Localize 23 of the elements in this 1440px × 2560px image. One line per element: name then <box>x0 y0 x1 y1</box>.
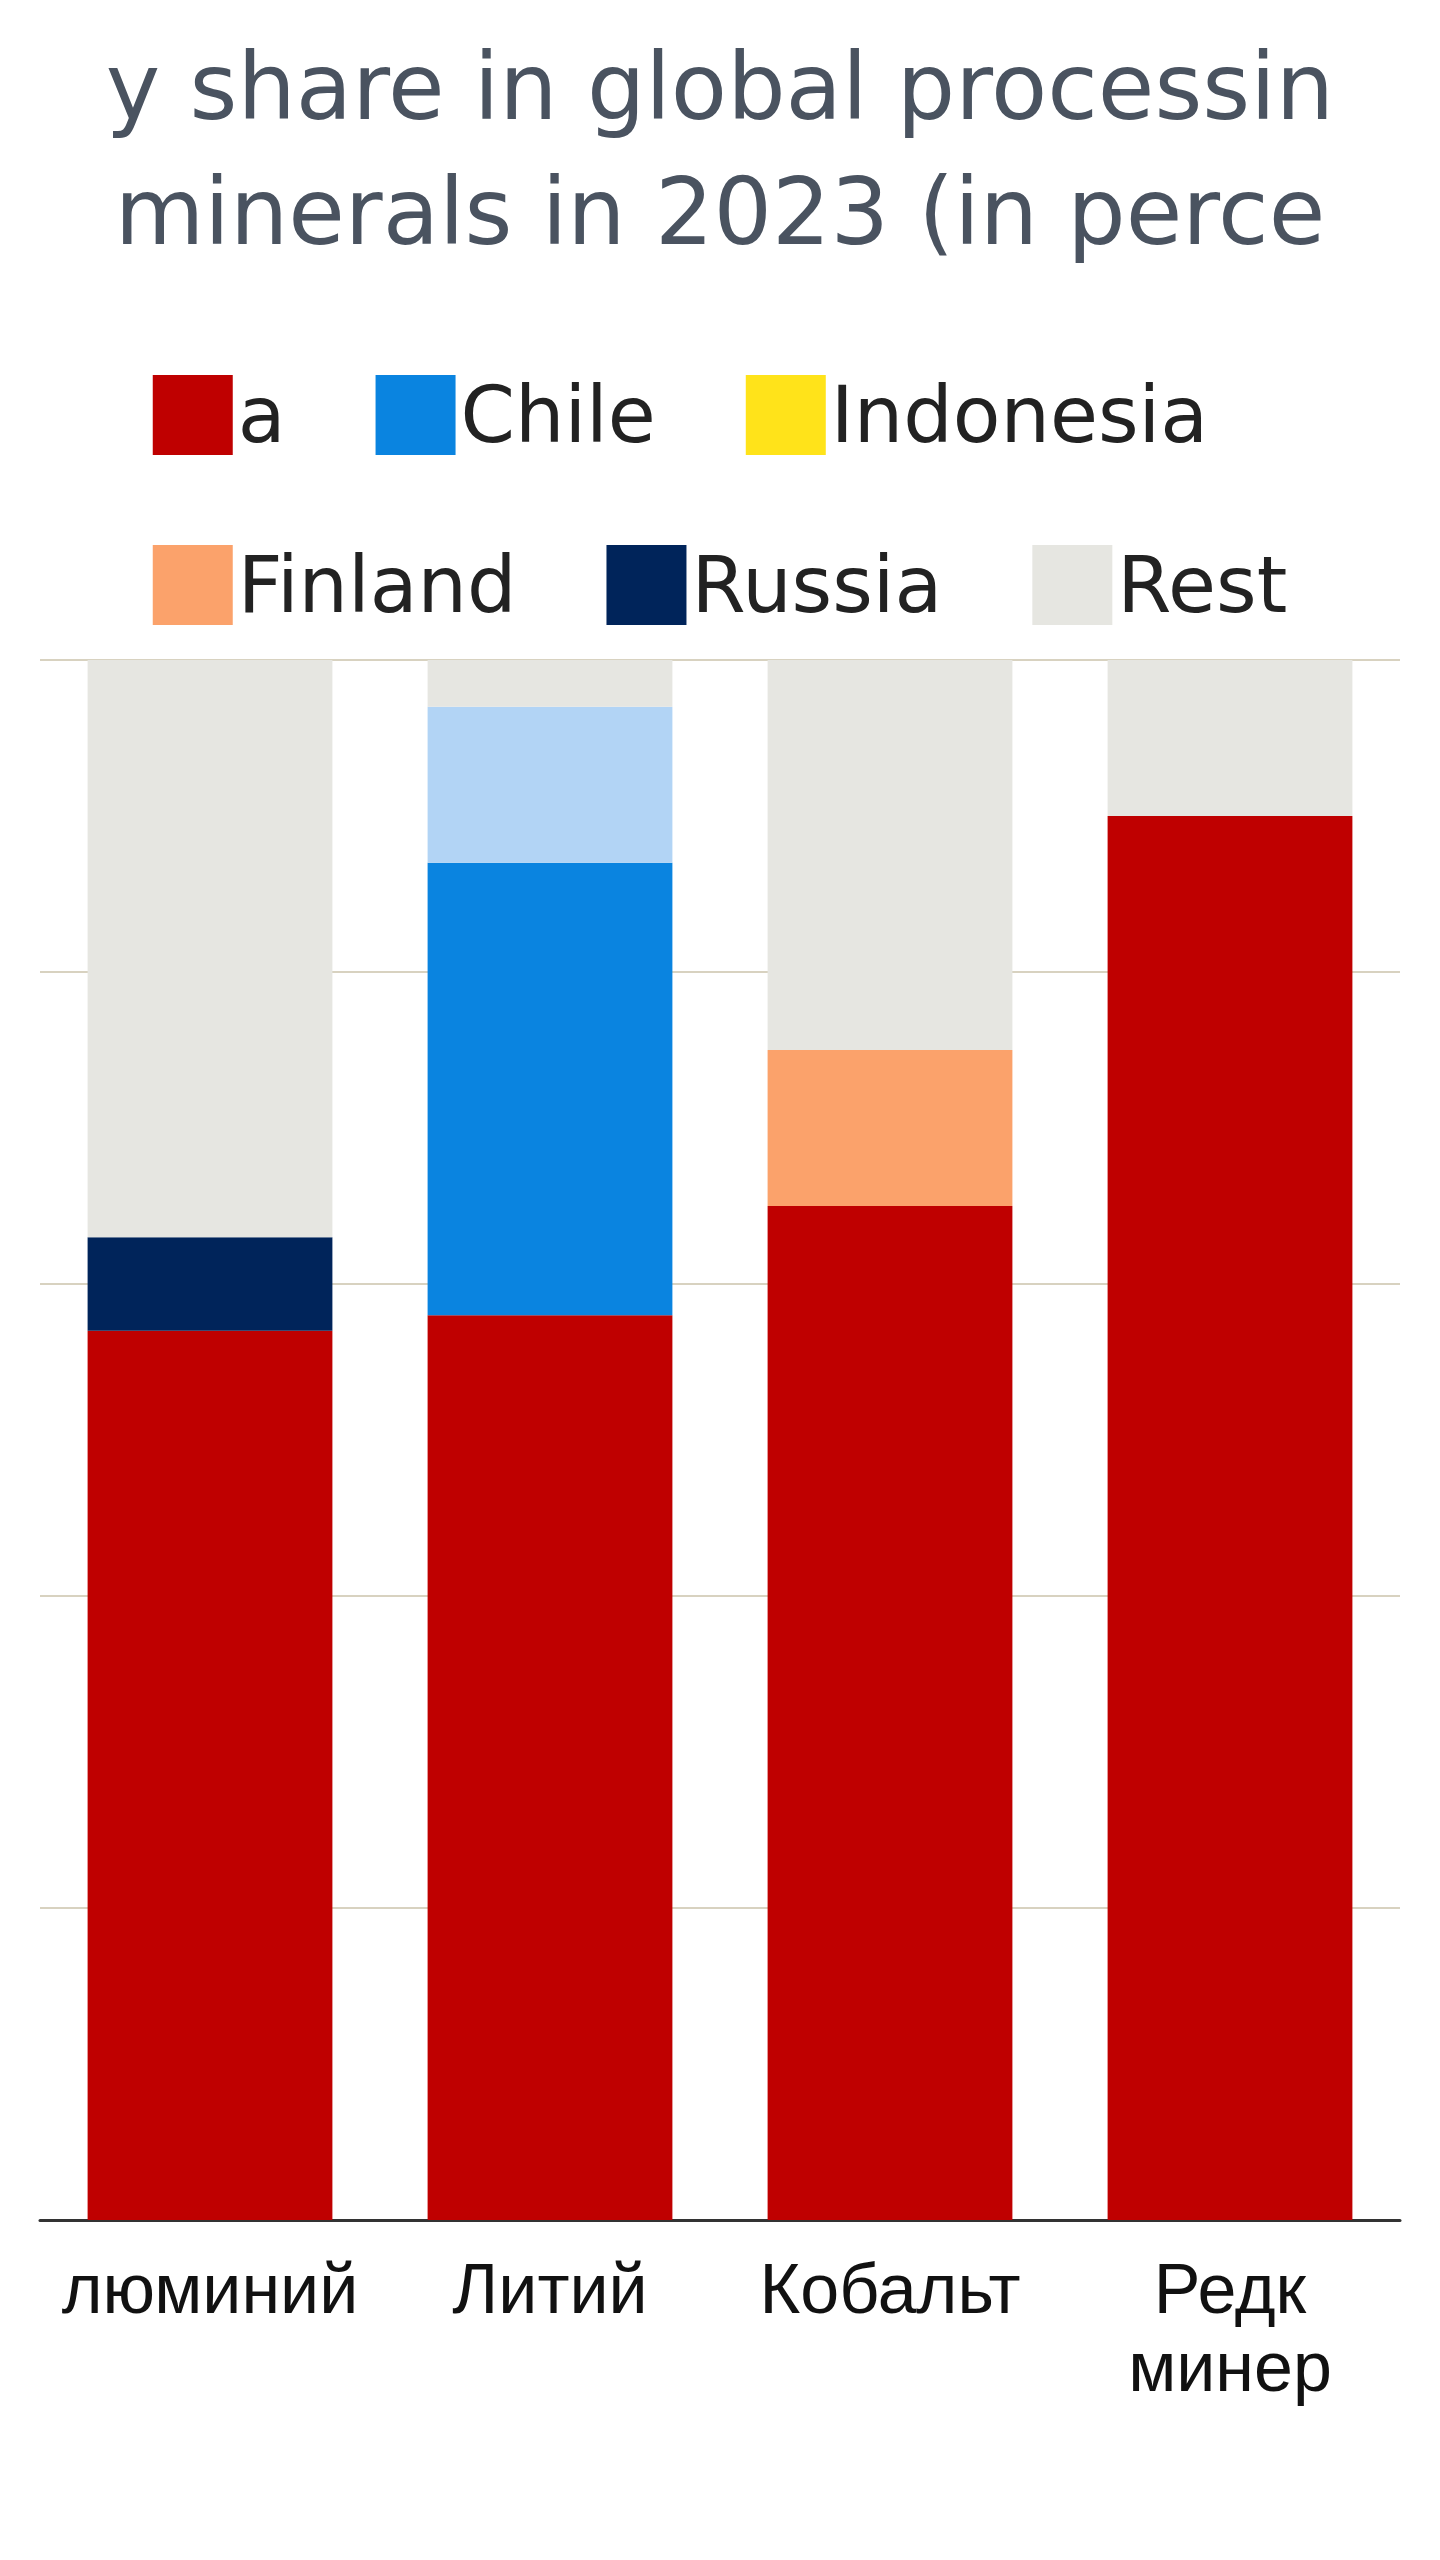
bar <box>427 1315 673 2220</box>
x-tick-label: Литий <box>452 2250 648 2328</box>
bar <box>427 706 673 863</box>
legend-label: Chile <box>460 370 656 460</box>
legend-label: Russia <box>691 540 943 630</box>
bar <box>427 660 673 707</box>
x-tick-label: люминий <box>61 2250 359 2328</box>
legend-label: Rest <box>1117 540 1288 630</box>
bar <box>767 660 1013 1050</box>
legend-label: Finland <box>237 540 517 630</box>
bar <box>1107 660 1353 816</box>
bar <box>1107 816 1353 2220</box>
legend-label: a <box>237 370 286 460</box>
chart-title: y share in global processin minerals in 2023 (in perce <box>105 34 1335 266</box>
bar <box>87 660 333 1238</box>
x-tick-label: Редк минер <box>1128 2250 1332 2406</box>
bar <box>427 862 673 1316</box>
bar <box>767 1050 1013 1206</box>
bar <box>87 1330 333 2220</box>
x-tick-label: Кобальт <box>759 2250 1021 2328</box>
bar <box>87 1237 333 1331</box>
legend-label: Indonesia <box>830 370 1208 460</box>
bar <box>767 1206 1013 2220</box>
